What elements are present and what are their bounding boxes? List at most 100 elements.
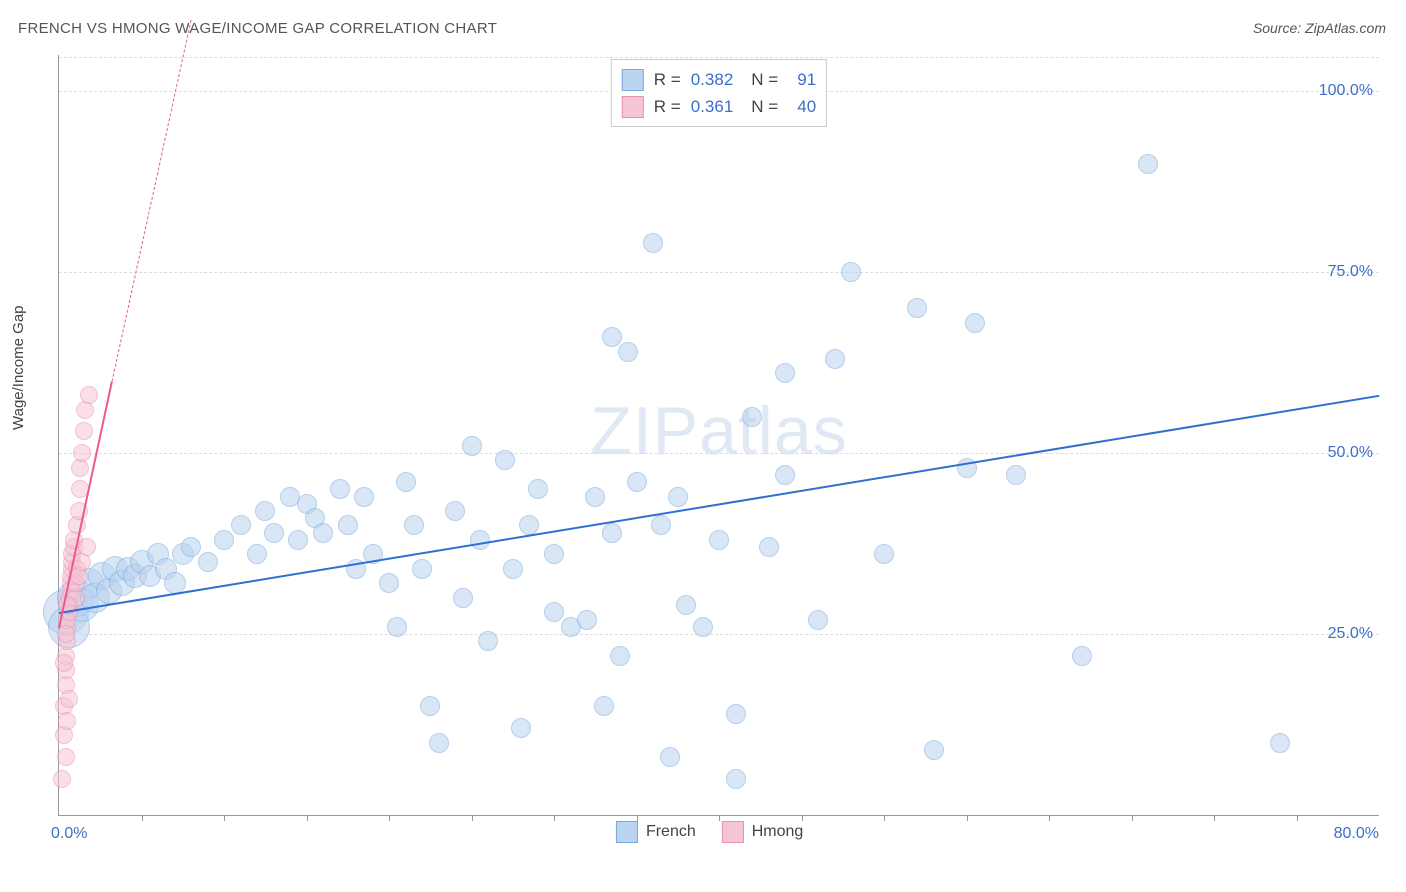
stat-n-label: N = xyxy=(751,66,778,93)
data-point-french xyxy=(313,523,333,543)
stats-row-hmong: R = 0.361 N = 40 xyxy=(622,93,816,120)
legend: French Hmong xyxy=(616,821,803,843)
data-point-french xyxy=(924,740,944,760)
data-point-french xyxy=(775,363,795,383)
data-point-french xyxy=(651,515,671,535)
data-point-french xyxy=(660,747,680,767)
y-tick-label: 50.0% xyxy=(1328,444,1373,462)
data-point-french xyxy=(907,298,927,318)
legend-item-french: French xyxy=(616,821,696,843)
gridline-h xyxy=(59,57,1379,58)
data-point-french xyxy=(841,262,861,282)
data-point-french xyxy=(965,313,985,333)
data-point-french xyxy=(676,595,696,615)
x-tick xyxy=(307,815,308,821)
data-point-french xyxy=(255,501,275,521)
data-point-french xyxy=(429,733,449,753)
data-point-french xyxy=(198,552,218,572)
x-tick xyxy=(1297,815,1298,821)
swatch-hmong xyxy=(622,96,644,118)
data-point-hmong xyxy=(58,712,76,730)
x-tick xyxy=(1214,815,1215,821)
data-point-hmong xyxy=(55,654,73,672)
data-point-french xyxy=(420,696,440,716)
stat-r-value: 0.361 xyxy=(691,93,734,120)
data-point-french xyxy=(759,537,779,557)
trend-line xyxy=(111,19,191,381)
data-point-french xyxy=(618,342,638,362)
data-point-french xyxy=(825,349,845,369)
data-point-french xyxy=(247,544,267,564)
data-point-french xyxy=(742,407,762,427)
data-point-french xyxy=(528,479,548,499)
data-point-french xyxy=(330,479,350,499)
gridline-h xyxy=(59,634,1379,635)
data-point-french xyxy=(585,487,605,507)
gridline-h xyxy=(59,453,1379,454)
gridline-h xyxy=(59,272,1379,273)
stat-n-value: 40 xyxy=(788,93,816,120)
swatch-french xyxy=(616,821,638,843)
data-point-french xyxy=(668,487,688,507)
data-point-hmong xyxy=(73,444,91,462)
data-point-french xyxy=(1072,646,1092,666)
data-point-french xyxy=(874,544,894,564)
data-point-french xyxy=(511,718,531,738)
stat-r-value: 0.382 xyxy=(691,66,734,93)
plot-area: ZIPatlas 25.0%50.0%75.0%100.0%0.0%80.0%R… xyxy=(58,55,1379,816)
stat-n-label: N = xyxy=(751,93,778,120)
data-point-hmong xyxy=(53,770,71,788)
data-point-hmong xyxy=(78,538,96,556)
data-point-french xyxy=(264,523,284,543)
data-point-french xyxy=(495,450,515,470)
data-point-french xyxy=(610,646,630,666)
data-point-french xyxy=(338,515,358,535)
data-point-french xyxy=(462,436,482,456)
data-point-french xyxy=(594,696,614,716)
data-point-french xyxy=(354,487,374,507)
y-tick-label: 100.0% xyxy=(1319,82,1373,100)
watermark: ZIPatlas xyxy=(590,392,847,470)
data-point-french xyxy=(231,515,251,535)
data-point-french xyxy=(470,530,490,550)
data-point-french xyxy=(709,530,729,550)
data-point-french xyxy=(288,530,308,550)
stat-n-value: 91 xyxy=(788,66,816,93)
data-point-french xyxy=(544,602,564,622)
swatch-hmong xyxy=(722,821,744,843)
data-point-hmong xyxy=(80,386,98,404)
x-tick xyxy=(1049,815,1050,821)
data-point-hmong xyxy=(75,422,93,440)
source-attribution: Source: ZipAtlas.com xyxy=(1253,20,1386,36)
x-tick xyxy=(1132,815,1133,821)
data-point-french xyxy=(775,465,795,485)
data-point-french xyxy=(214,530,234,550)
data-point-french xyxy=(726,704,746,724)
x-tick xyxy=(967,815,968,821)
data-point-french xyxy=(602,327,622,347)
legend-label: French xyxy=(646,823,696,841)
x-tick-label-right: 80.0% xyxy=(1334,825,1379,843)
swatch-french xyxy=(622,69,644,91)
stats-row-french: R = 0.382 N = 91 xyxy=(622,66,816,93)
correlation-stats-box: R = 0.382 N = 91 R = 0.361 N = 40 xyxy=(611,59,827,127)
data-point-french xyxy=(627,472,647,492)
data-point-french xyxy=(453,588,473,608)
data-point-french xyxy=(478,631,498,651)
data-point-french xyxy=(503,559,523,579)
data-point-french xyxy=(544,544,564,564)
x-tick xyxy=(389,815,390,821)
data-point-french xyxy=(1138,154,1158,174)
data-point-french xyxy=(643,233,663,253)
stat-r-label: R = xyxy=(654,66,681,93)
data-point-french xyxy=(445,501,465,521)
data-point-french xyxy=(181,537,201,557)
data-point-hmong xyxy=(57,748,75,766)
x-tick xyxy=(554,815,555,821)
data-point-french xyxy=(379,573,399,593)
chart-title: FRENCH VS HMONG WAGE/INCOME GAP CORRELAT… xyxy=(18,20,497,37)
legend-item-hmong: Hmong xyxy=(722,821,804,843)
data-point-hmong xyxy=(60,690,78,708)
stat-r-label: R = xyxy=(654,93,681,120)
y-axis-label: Wage/Income Gap xyxy=(10,305,27,430)
